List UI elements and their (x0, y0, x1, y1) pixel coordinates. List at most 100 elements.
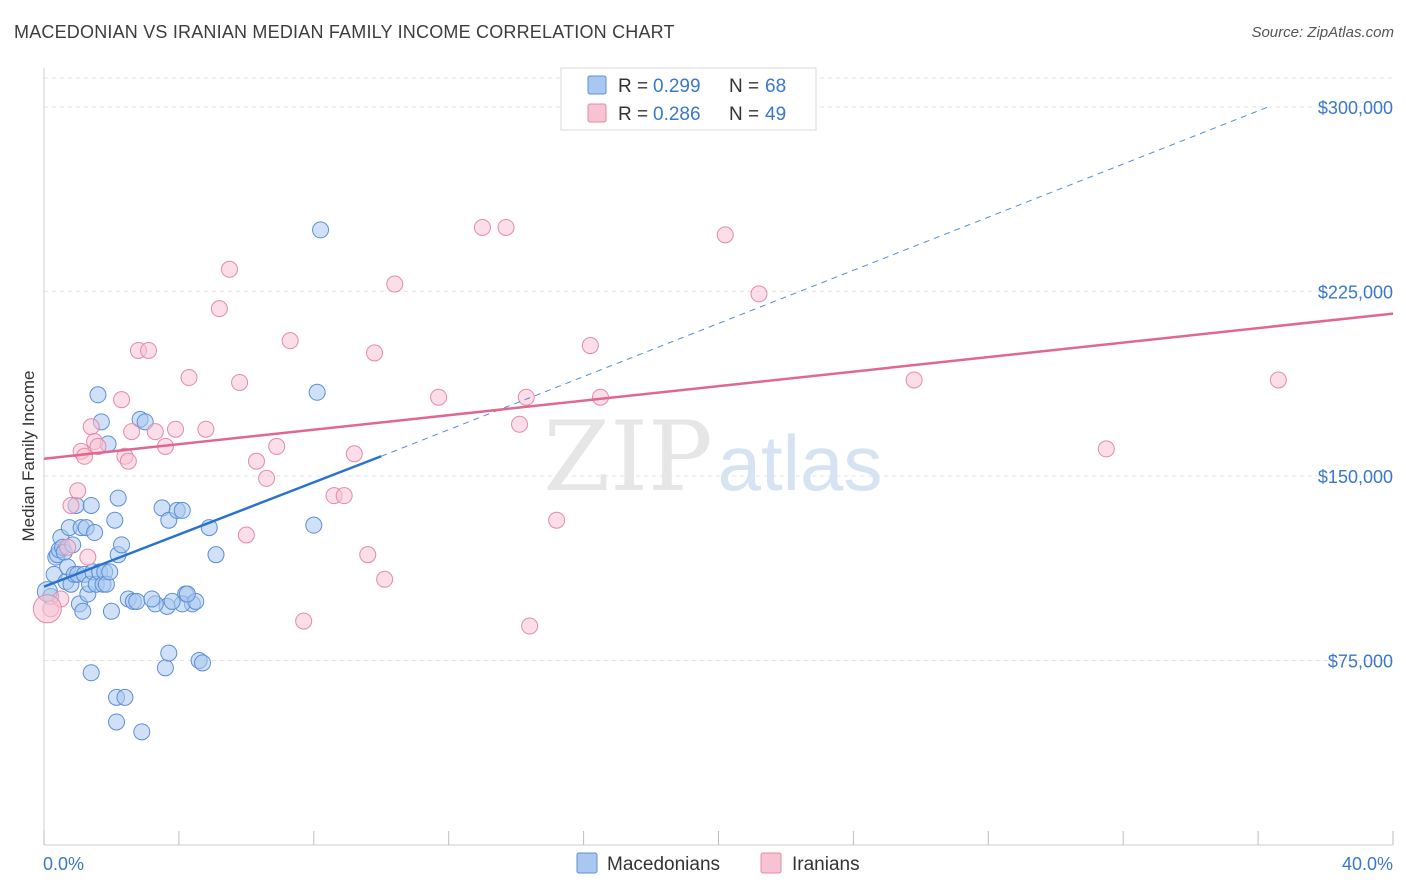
iranian-point (59, 538, 77, 556)
macedonian-point (74, 602, 92, 620)
iranian-point (497, 218, 515, 236)
iranian-point (517, 388, 535, 406)
iranian-point (79, 548, 97, 566)
iranian-point (716, 226, 734, 244)
macedonian-point (194, 654, 212, 672)
iranian-trend-line (43, 312, 1394, 460)
iranian-point (335, 487, 353, 505)
iranian-point (180, 369, 198, 387)
macedonian-point (108, 713, 126, 731)
iranian-point (62, 496, 80, 514)
iranian-point (113, 391, 131, 409)
iranian-point (82, 418, 100, 436)
iranian-point (511, 415, 529, 433)
macedonian-trend-extension (381, 106, 1269, 457)
macedonian-point (207, 546, 225, 564)
iranian-point (89, 437, 107, 455)
watermark: ZIP atlas (543, 401, 882, 513)
iranian-point (237, 526, 255, 544)
y-tick-label: $225,000 (1318, 282, 1393, 302)
legend-swatch-iranians (587, 103, 607, 123)
iranian-point (1097, 440, 1115, 458)
iranian-point (1269, 371, 1287, 389)
macedonian-point (133, 723, 151, 741)
macedonian-point (163, 592, 181, 610)
macedonian-point (89, 386, 107, 404)
bottom-legend-macedonians: Macedonians (607, 854, 720, 875)
macedonian-point (113, 536, 131, 554)
watermark-atlas: atlas (718, 419, 883, 507)
macedonian-point (156, 659, 174, 677)
iranian-point (366, 344, 384, 362)
legend-r-label-2: R = (618, 104, 648, 125)
iranian-point (210, 300, 228, 318)
macedonian-point (128, 592, 146, 610)
gridlines (44, 77, 1393, 661)
macedonian-point (82, 664, 100, 682)
iranian-point (521, 617, 539, 635)
iranian-point (140, 341, 158, 359)
bottom-legend-swatch-iranians (760, 852, 782, 874)
legend-n-value-2: 49 (765, 104, 786, 125)
x-tick-label-min: 0.0% (43, 854, 84, 874)
legend-n-label-1: N = (729, 76, 759, 97)
iranian-point (75, 447, 93, 465)
iranian-point (359, 546, 377, 564)
macedonian-point (86, 524, 104, 542)
iranian-point (69, 482, 87, 500)
iranian-point (376, 570, 394, 588)
macedonian-point (305, 516, 323, 534)
iranian-point (281, 332, 299, 350)
y-tick-label: $150,000 (1318, 467, 1393, 487)
iranian-point (247, 452, 265, 470)
iranian-point (268, 437, 286, 455)
macedonian-point (308, 383, 326, 401)
iranian-point (167, 420, 185, 438)
iranian-point (548, 511, 566, 529)
bottom-legend-swatch-macedonians (576, 852, 598, 874)
y-tick-labels: $75,000 $150,000 $225,000 $300,000 (1318, 98, 1393, 672)
bottom-legend: Macedonians Iranians (576, 852, 860, 875)
x-tick-label-max: 40.0% (1342, 854, 1393, 874)
y-axis-label: Median Family Income (19, 370, 38, 541)
iranian-point (295, 612, 313, 630)
iranian-point (123, 423, 141, 441)
legend-swatch-macedonians (587, 75, 607, 95)
bottom-legend-iranians: Iranians (792, 854, 860, 875)
iranian-point (220, 260, 238, 278)
chart-title: MACEDONIAN VS IRANIAN MEDIAN FAMILY INCO… (14, 22, 675, 42)
macedonian-point (143, 590, 161, 608)
iranian-point (386, 275, 404, 293)
macedonian-trend-line (43, 455, 382, 588)
macedonian-point (106, 511, 124, 529)
macedonian-points (36, 221, 330, 741)
iranian-point (905, 371, 923, 389)
iranian-point (146, 423, 164, 441)
trend-lines (43, 106, 1394, 588)
legend-n-label-2: N = (729, 104, 759, 125)
macedonian-point (101, 563, 119, 581)
iranian-point (750, 285, 768, 303)
macedonian-point (178, 585, 196, 603)
legend-box: R = 0.299 N = 68 R = 0.286 N = 49 (560, 67, 817, 131)
macedonian-point (160, 644, 178, 662)
macedonian-point (116, 688, 134, 706)
iranian-point (430, 388, 448, 406)
iranian-point (473, 218, 491, 236)
source-credit: Source: ZipAtlas.com (1251, 24, 1394, 41)
axes (43, 68, 1394, 846)
y-tick-label: $75,000 (1328, 651, 1393, 671)
macedonian-point (102, 602, 120, 620)
macedonian-point (82, 496, 100, 514)
iranian-point (197, 420, 215, 438)
iranian-point (231, 373, 249, 391)
y-tick-label: $300,000 (1318, 98, 1393, 118)
legend-r-value-2: 0.286 (653, 104, 701, 125)
legend-r-value-1: 0.299 (653, 76, 701, 97)
iranian-point-cluster (32, 594, 62, 624)
legend-n-value-1: 68 (765, 76, 786, 97)
iranian-point (345, 445, 363, 463)
macedonian-point (173, 501, 191, 519)
iranian-point (581, 337, 599, 355)
